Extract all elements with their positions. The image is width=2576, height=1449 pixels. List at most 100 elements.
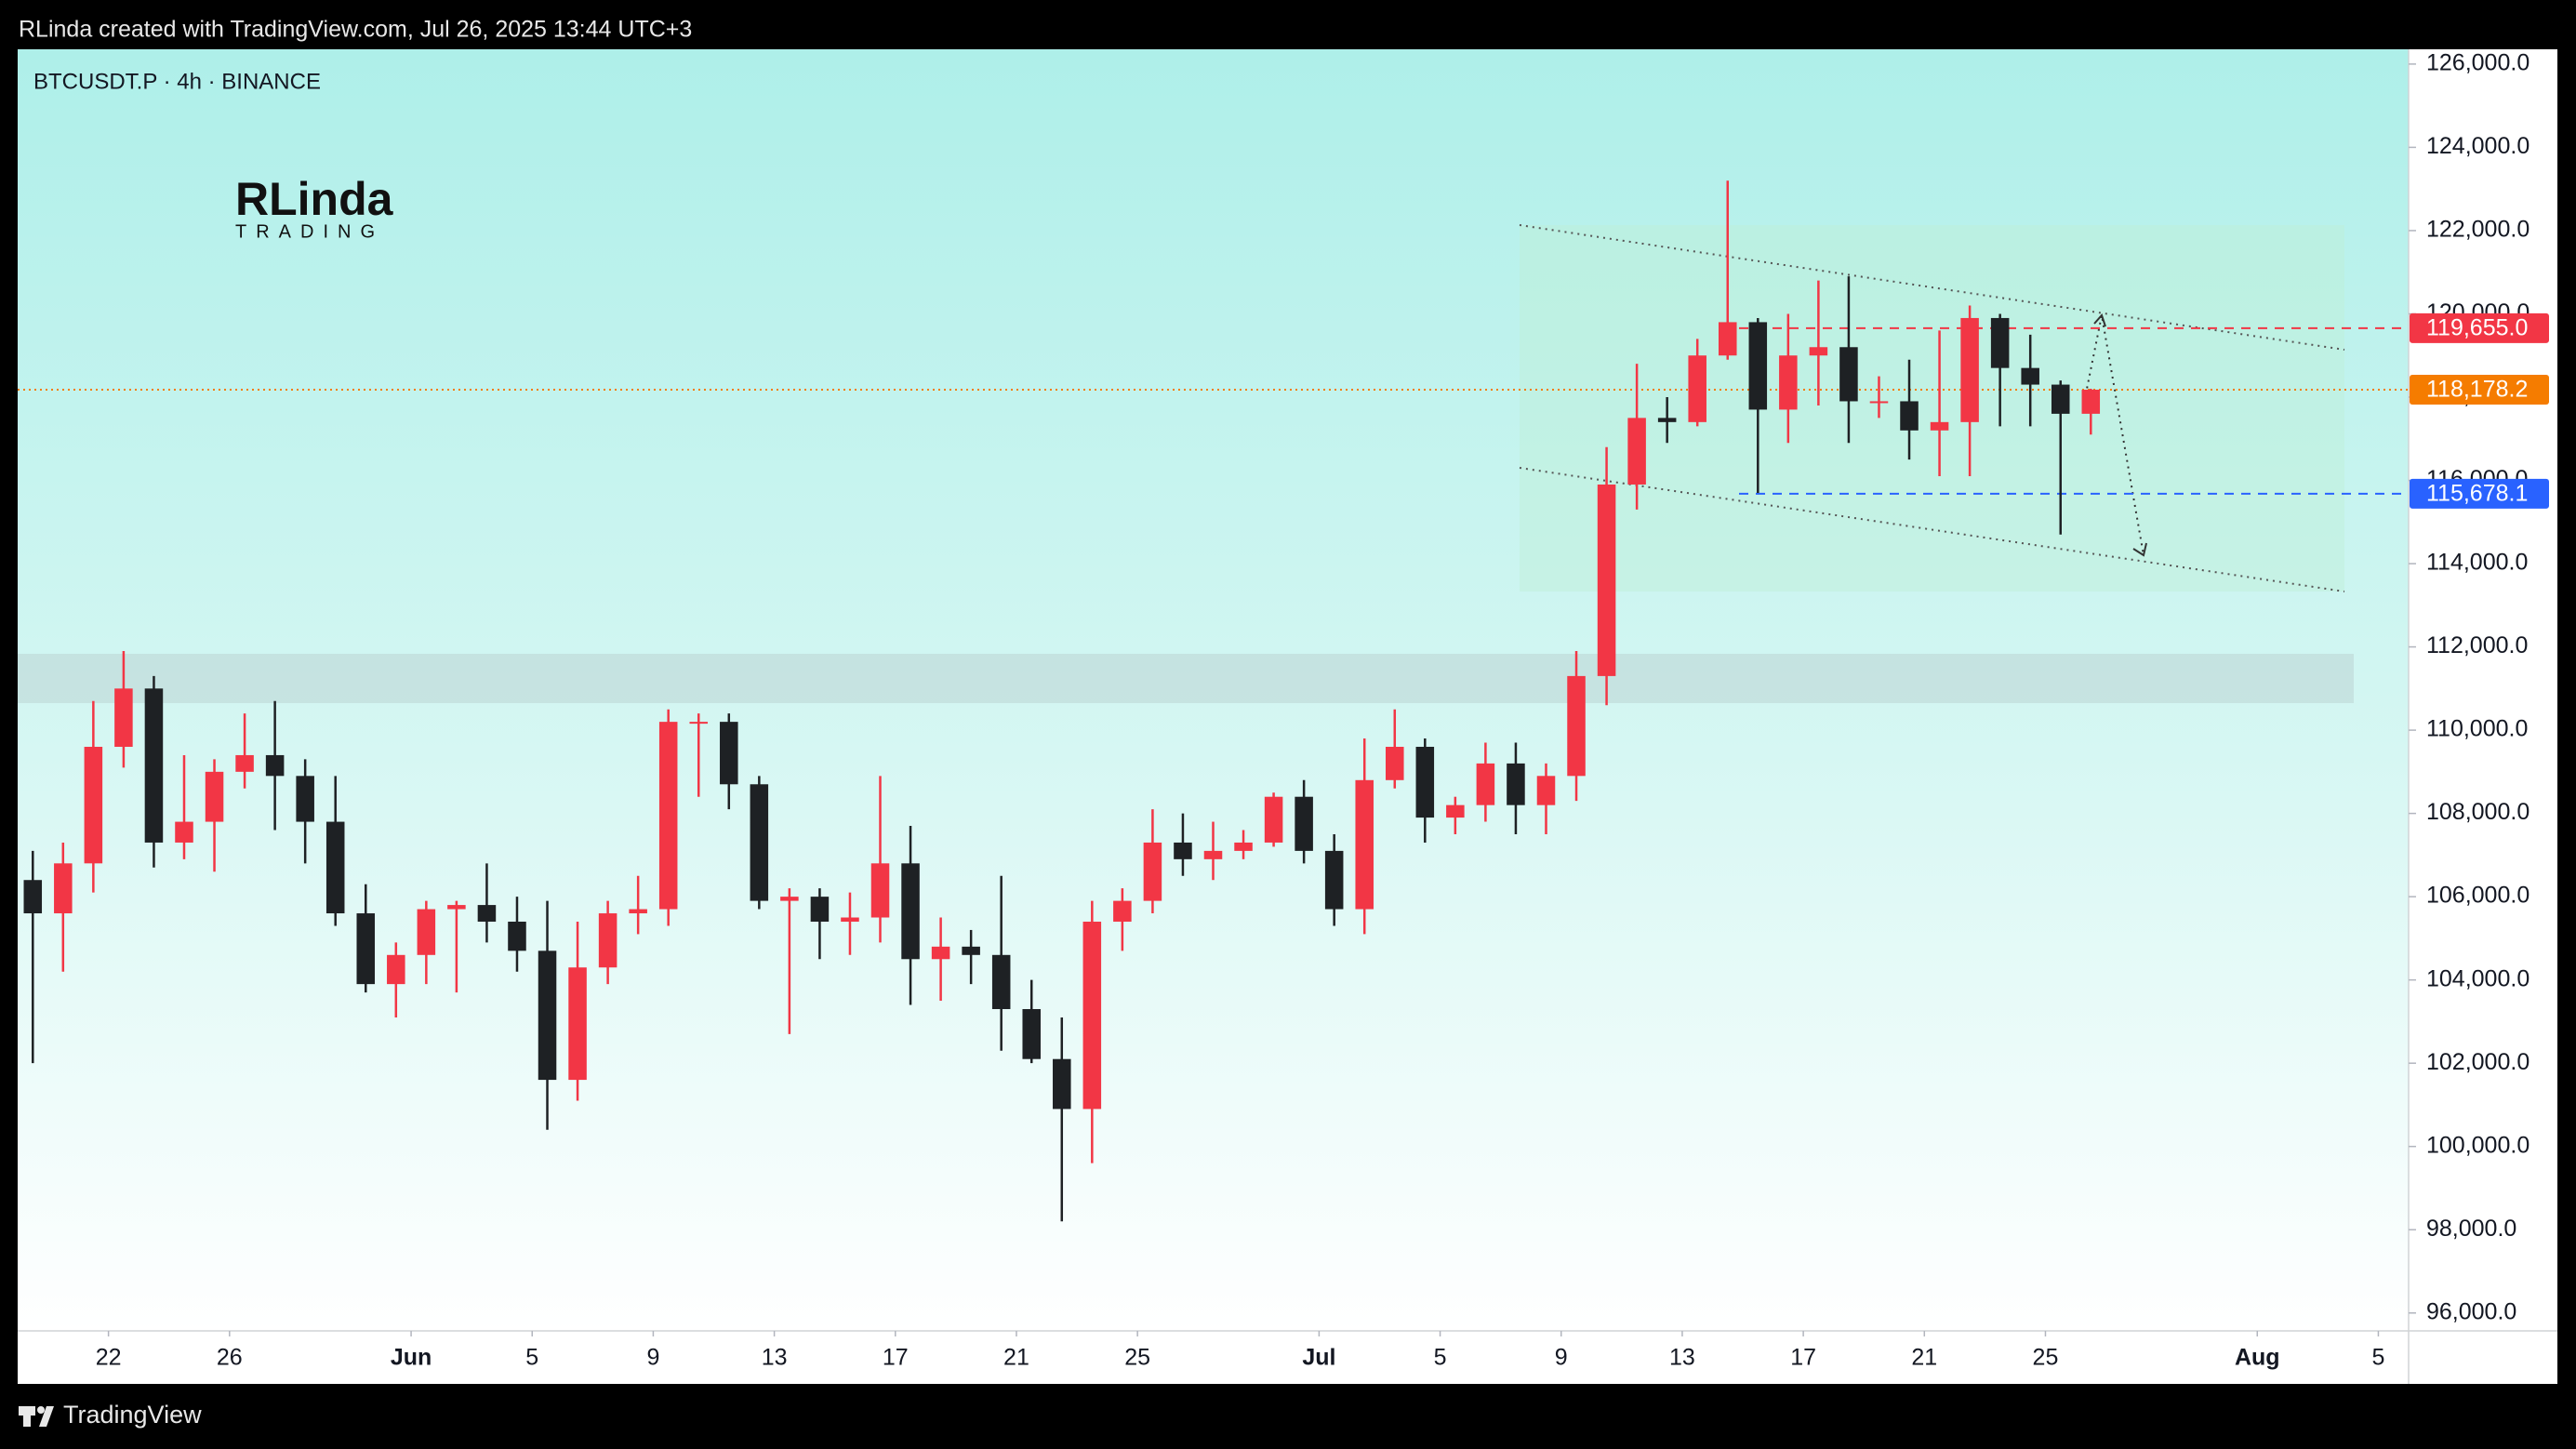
candle-body (265, 754, 285, 777)
x-tick-label: 26 (217, 1345, 243, 1371)
logo-shape (23, 1406, 31, 1427)
x-tick-label: 9 (646, 1345, 659, 1371)
candle-body (1627, 418, 1646, 485)
candle-body (901, 863, 920, 960)
symbol-title: BTCUSDT.P · 4h · BINANCE (33, 69, 321, 94)
candle-body (1203, 850, 1223, 859)
candle-body (1264, 796, 1283, 843)
candle-body (417, 909, 436, 955)
x-tick-label: 13 (762, 1345, 788, 1371)
candle-body (568, 967, 587, 1081)
candle-body (1082, 921, 1102, 1110)
candle-body (1900, 401, 1919, 431)
y-tick-label: 114,000.0 (2426, 550, 2528, 576)
y-tick-label: 108,000.0 (2426, 799, 2530, 825)
y-tick-label: 98,000.0 (2426, 1216, 2516, 1242)
channel-lower (1519, 467, 2345, 592)
candle-body (1869, 401, 1889, 404)
time-axis (18, 1331, 2557, 1384)
channel-zone (1520, 225, 2344, 592)
candle-body (235, 754, 254, 772)
candle-body (1174, 842, 1192, 859)
candle-body (1748, 322, 1768, 410)
candle-body (1536, 776, 1556, 805)
candle-body (2081, 390, 2101, 414)
candle-body (114, 688, 133, 747)
x-tick-label: 25 (2033, 1345, 2059, 1371)
candle-body (84, 746, 103, 864)
x-tick-label: 21 (1003, 1345, 1029, 1371)
candle-body (508, 921, 526, 951)
candle-body (1597, 484, 1616, 676)
logo: RLinda TRADING (235, 173, 394, 242)
plot-area (18, 49, 2409, 1331)
candle-body (447, 905, 466, 910)
price-label-box (2410, 312, 2549, 343)
y-tick-label: 122,000.0 (2426, 217, 2530, 243)
candle-body (750, 784, 769, 901)
x-tick-label: 13 (1669, 1345, 1695, 1371)
header-text: RLinda created with TradingView.com, Jul… (19, 17, 692, 43)
candle-body (810, 897, 830, 922)
candle-body (1990, 317, 2010, 368)
price-axis (2409, 49, 2557, 1331)
candle-body (1930, 421, 1949, 431)
candle-body (1960, 317, 1979, 422)
footer-brand: TradingView (63, 1401, 202, 1429)
candle-body (1355, 779, 1374, 910)
candle-body (931, 946, 950, 960)
x-tick-label: 9 (1555, 1345, 1568, 1371)
candle-body (2021, 367, 2039, 385)
x-tick-label: 21 (1911, 1345, 1937, 1371)
candle-body (1657, 418, 1677, 422)
y-tick-label: 124,000.0 (2426, 133, 2530, 159)
y-tick-label: 112,000.0 (2426, 632, 2528, 658)
x-tick-label: Jun (391, 1345, 432, 1371)
y-tick-label: 104,000.0 (2426, 965, 2530, 991)
candle-body (841, 917, 859, 922)
candle-body (538, 950, 557, 1081)
candle-body (1839, 347, 1858, 402)
candle-body (1446, 804, 1465, 818)
candle-body (2051, 384, 2070, 414)
candle-body (720, 722, 738, 785)
y-tick-label: 106,000.0 (2426, 883, 2530, 909)
candle-body (1718, 322, 1737, 356)
candle-body (991, 954, 1011, 1009)
price-label: 115,678.1 (2426, 481, 2528, 507)
x-tick-label: 17 (883, 1345, 909, 1371)
x-tick-label: 22 (96, 1345, 122, 1371)
candle-body (205, 771, 224, 822)
candle-body (387, 954, 405, 985)
y-tick-label: 110,000.0 (2426, 716, 2528, 742)
candle-body (1234, 842, 1253, 851)
candle-body (1476, 763, 1495, 805)
candle-body (1567, 675, 1586, 777)
candle-body (1053, 1058, 1071, 1110)
candle-body (1386, 746, 1404, 780)
candle-body (1295, 796, 1313, 851)
x-tick-label: 5 (2372, 1345, 2385, 1371)
candle-body (629, 909, 647, 914)
candle-body (780, 897, 799, 901)
candle-body (598, 913, 617, 968)
candle-body (1415, 746, 1435, 818)
logo-shape (37, 1406, 45, 1414)
candle-body (1779, 355, 1798, 410)
series-layer (18, 180, 2409, 1222)
x-tick-label: 25 (1124, 1345, 1150, 1371)
candle-body (23, 880, 43, 914)
candle-body (1113, 900, 1132, 922)
x-tick-label: 17 (1790, 1345, 1816, 1371)
arrow-head (2093, 313, 2106, 327)
y-tick-label: 126,000.0 (2426, 49, 2530, 75)
logo-name: RLinda (235, 173, 394, 225)
candle-body (870, 863, 890, 918)
candle-body (54, 863, 73, 914)
candle-body (325, 821, 345, 914)
candle-body (658, 722, 678, 910)
price-label: 119,655.0 (2426, 315, 2528, 341)
x-tick-label: 5 (525, 1345, 538, 1371)
